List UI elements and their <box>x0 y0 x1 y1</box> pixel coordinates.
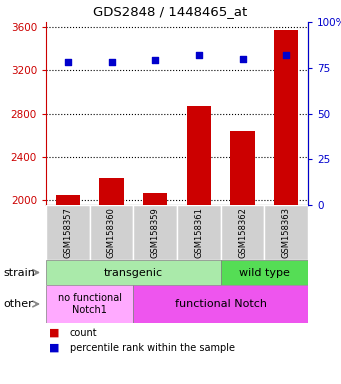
Point <box>65 59 71 65</box>
Point <box>283 52 289 58</box>
Bar <box>133 205 177 260</box>
Bar <box>90 205 133 260</box>
Bar <box>177 205 221 260</box>
Bar <box>46 260 221 285</box>
Point <box>196 52 202 58</box>
Text: wild type: wild type <box>239 268 290 278</box>
Bar <box>143 193 167 205</box>
Text: percentile rank within the sample: percentile rank within the sample <box>70 343 235 353</box>
Text: GSM158361: GSM158361 <box>194 207 203 258</box>
Text: no functional
Notch1: no functional Notch1 <box>58 293 122 315</box>
Bar <box>46 205 90 260</box>
Text: GSM158360: GSM158360 <box>107 207 116 258</box>
Bar <box>187 106 211 205</box>
Bar <box>56 195 80 205</box>
Text: GSM158362: GSM158362 <box>238 207 247 258</box>
Bar <box>274 30 298 205</box>
Text: GSM158357: GSM158357 <box>63 207 72 258</box>
Text: ■: ■ <box>49 328 60 338</box>
Bar <box>221 260 308 285</box>
Bar <box>46 285 133 323</box>
Bar <box>133 285 308 323</box>
Point <box>152 57 158 63</box>
Text: ■: ■ <box>49 343 60 353</box>
Bar <box>221 205 264 260</box>
Text: GSM158359: GSM158359 <box>151 207 160 258</box>
Bar <box>264 205 308 260</box>
Text: GDS2848 / 1448465_at: GDS2848 / 1448465_at <box>93 5 248 18</box>
Point <box>109 59 114 65</box>
Text: other: other <box>3 299 33 309</box>
Point <box>240 56 245 62</box>
Text: strain: strain <box>3 268 35 278</box>
Text: GSM158363: GSM158363 <box>282 207 291 258</box>
Text: transgenic: transgenic <box>104 268 163 278</box>
Bar <box>100 178 123 205</box>
Text: count: count <box>70 328 98 338</box>
Bar <box>231 131 254 205</box>
Text: functional Notch: functional Notch <box>175 299 267 309</box>
